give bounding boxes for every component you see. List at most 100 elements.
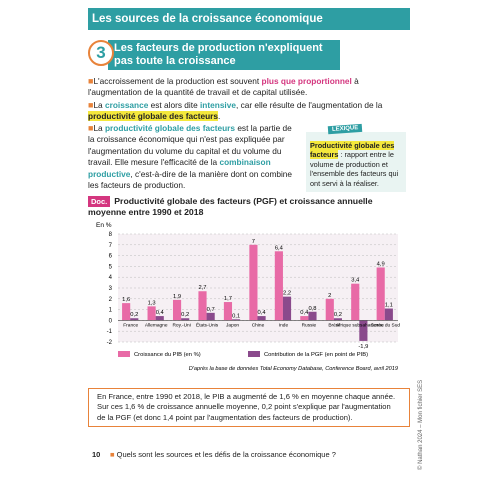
value-label: 1,7 — [224, 296, 232, 302]
value-label: -1,9 — [358, 344, 368, 350]
bar — [172, 299, 182, 321]
example-box: En France, entre 1990 et 2018, le PIB a … — [88, 388, 410, 427]
x-tick-label: France — [123, 322, 138, 328]
x-tick-label: Roy.-Uni — [172, 322, 190, 328]
text: est alors dite — [148, 100, 200, 110]
value-label: 4,9 — [377, 261, 385, 267]
term: intensive — [200, 100, 236, 110]
value-label: 1,1 — [385, 303, 393, 309]
bar — [147, 306, 156, 321]
term: combinaison productive — [88, 157, 271, 179]
paragraph: ■La productivité globale des facteurs es… — [88, 123, 293, 191]
section-title: Les facteurs de production n'expliquent … — [108, 40, 340, 70]
value-label: 0,2 — [130, 312, 138, 318]
legend-swatch — [118, 351, 130, 357]
text: est la partie de la croissance économiqu… — [88, 123, 292, 168]
document-title: Doc. Productivité globale des facteurs (P… — [88, 196, 410, 218]
doc-tag: Doc. — [88, 196, 111, 207]
source: D'après la base de données Total Economy… — [189, 366, 398, 372]
value-label: 0,2 — [334, 312, 342, 318]
text: La — [93, 123, 105, 133]
paragraph: ■L'accroissement de la production est so… — [88, 76, 359, 98]
value-label: 0,4 — [258, 310, 267, 316]
y-tick-label: 0 — [109, 318, 113, 324]
doc-title: Productivité globale des facteurs (PGF) … — [88, 196, 373, 217]
x-tick-label: Japon — [226, 322, 239, 328]
term: plus que proportionnel — [261, 76, 352, 86]
value-label: 0,1 — [232, 313, 240, 319]
value-label: 0,2 — [181, 312, 189, 318]
bar — [232, 319, 241, 321]
bar — [155, 316, 164, 321]
bar — [198, 291, 207, 321]
bar — [384, 308, 393, 321]
footer-question: ■ Quels sont les sources et les défis de… — [110, 450, 336, 459]
y-tick-label: 6 — [109, 254, 113, 260]
page-number: 10 — [92, 450, 101, 459]
bar — [249, 244, 258, 321]
bar — [300, 316, 309, 321]
bar — [206, 312, 215, 321]
x-tick-label: Russie — [302, 322, 317, 328]
text: à l'augmentation de la quantité de trava… — [88, 76, 359, 98]
bar — [181, 318, 190, 321]
lexique: Productivité globale des facteurs : rapp… — [306, 132, 406, 193]
value-label: 1,6 — [122, 297, 130, 303]
x-tick-label: Inde — [279, 322, 289, 328]
value-label: 2 — [328, 293, 331, 299]
y-tick-label: 5 — [109, 264, 113, 270]
x-tick-label: Afrique subsaharienne — [336, 322, 384, 328]
y-tick-label: -1 — [107, 329, 113, 335]
value-label: 0,7 — [207, 307, 215, 313]
bar — [122, 303, 131, 321]
term: productivité globale des facteurs — [88, 111, 219, 122]
header: Les sources de la croissance économique — [88, 8, 410, 30]
value-label: 0,8 — [308, 306, 316, 312]
value-label: 0,4 — [156, 310, 165, 316]
bar — [359, 320, 368, 341]
y-tick-label: 2 — [109, 297, 113, 303]
value-label: 3,4 — [351, 278, 360, 284]
y-tick-label: -2 — [107, 340, 113, 346]
bar — [130, 318, 139, 321]
y-tick-label: 7 — [109, 243, 113, 249]
legend-label: Contribution de la PGF (en point de PIB) — [264, 352, 368, 358]
y-tick-label: 1 — [109, 308, 113, 314]
bar — [351, 283, 360, 321]
y-tick-label: 4 — [109, 275, 113, 281]
text: . — [218, 111, 221, 122]
y-tick-label: 3 — [109, 286, 113, 292]
term: croissance — [104, 100, 149, 110]
value-label: 6,4 — [275, 245, 284, 251]
section-number: 3 — [88, 40, 114, 66]
y-axis-label: En % — [96, 222, 112, 229]
bar — [333, 318, 342, 321]
text: La — [93, 100, 105, 110]
text: L'accroissement de la production est sou… — [93, 76, 262, 86]
chart: En % -2 -1 0 1 2 3 4 5 6 7 8 1,6 1,3 1,9 2,7 1,7 7 6,4 0,4 2… — [96, 222, 400, 372]
legend-swatch — [248, 351, 260, 357]
bar — [223, 302, 233, 321]
paragraph: ■La croissance est alors dite intensive,… — [88, 100, 383, 122]
question: Quels sont les sources et les défis de l… — [116, 450, 336, 459]
value-label: 1,9 — [173, 294, 181, 300]
bar — [308, 311, 317, 321]
x-tick-label: Corée du Sud — [370, 322, 400, 328]
value-label: 7 — [252, 239, 255, 245]
x-tick-label: Chine — [252, 322, 265, 328]
term: productivité globale des facteurs — [104, 123, 236, 133]
bar — [376, 267, 385, 321]
value-label: 1,3 — [148, 300, 156, 306]
x-tick-label: États-Unis — [196, 321, 219, 328]
bar — [257, 316, 266, 321]
value-label: 2,7 — [198, 285, 206, 291]
copyright: © Nathan 2024 – Mon fichier SES — [418, 379, 424, 470]
bar — [325, 298, 334, 321]
value-label: 0,4 — [300, 310, 309, 316]
bar — [282, 296, 292, 321]
x-tick-label: Brésil — [328, 322, 340, 328]
bar — [274, 251, 283, 321]
lexique-definition: : rapport entre le volume de production … — [310, 150, 399, 188]
text: , car elle résulte de l'augmentation de … — [235, 100, 383, 110]
